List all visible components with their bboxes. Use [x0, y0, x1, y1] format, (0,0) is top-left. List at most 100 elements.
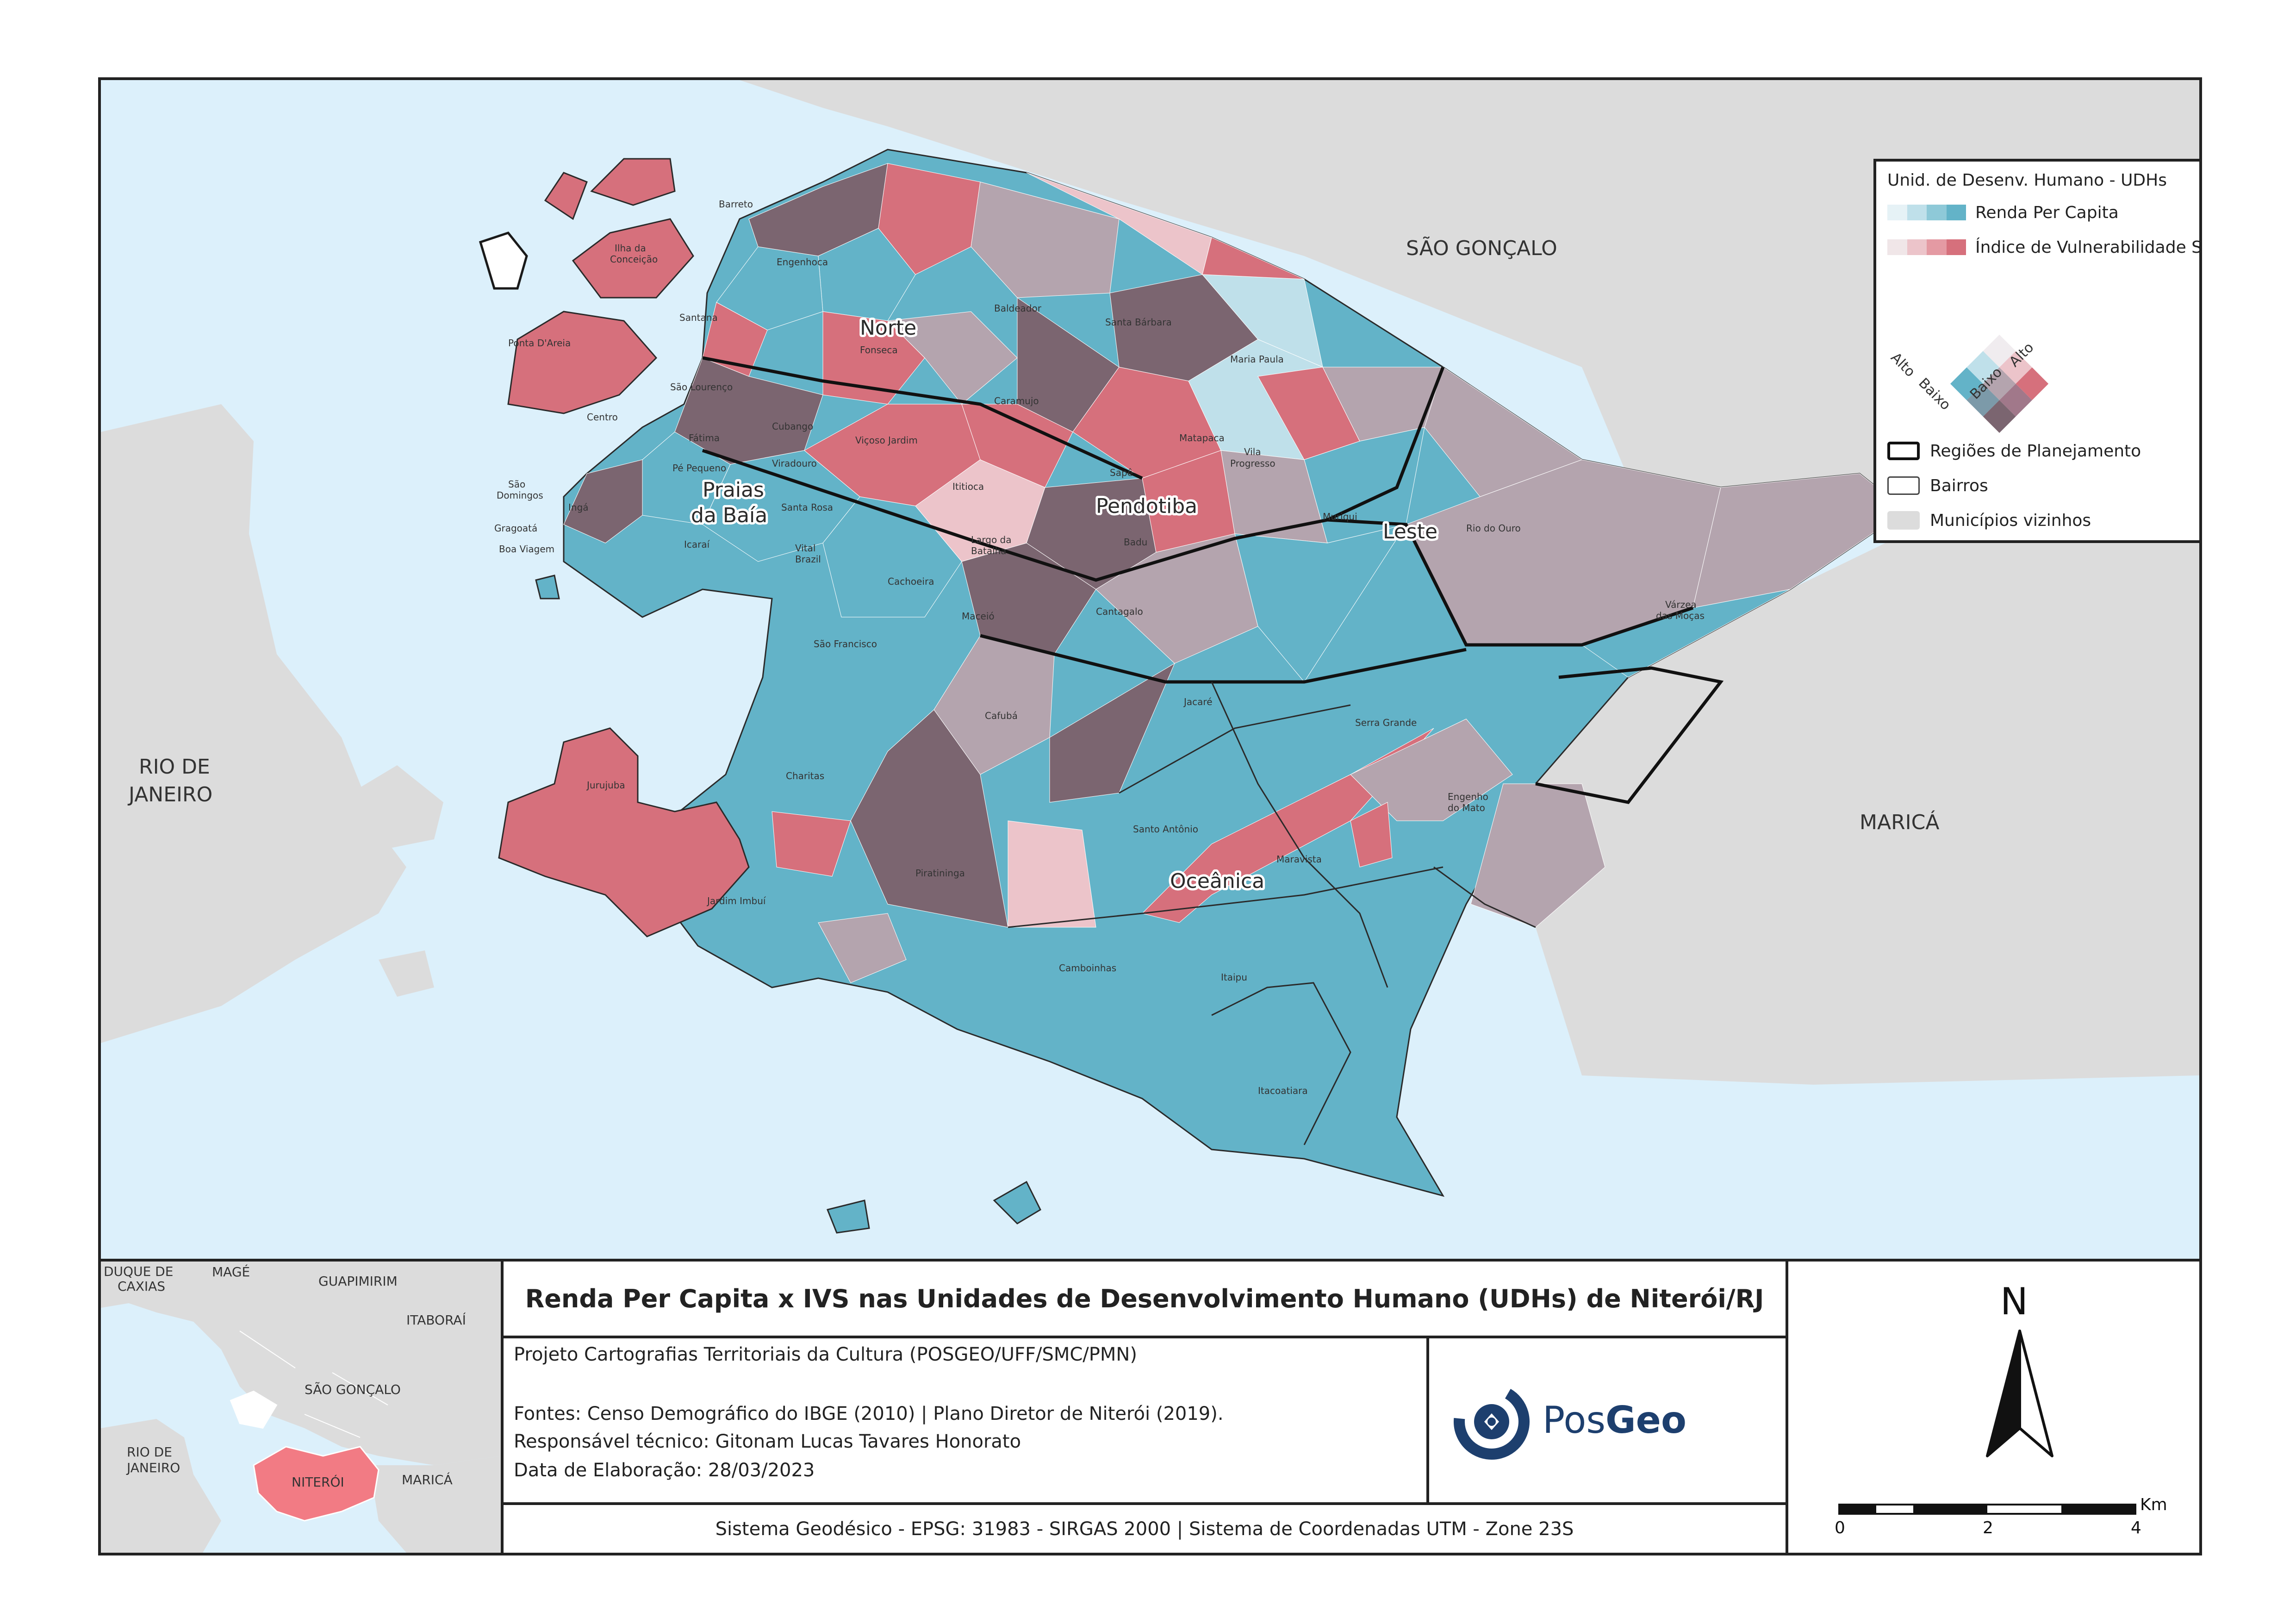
- bairro-gragoata: Gragoatá: [494, 523, 537, 534]
- logo-text-geo: Geo: [1605, 1399, 1686, 1442]
- legend-bairros-label: Bairros: [1930, 476, 1988, 495]
- metadata-panel: Projeto Cartografias Territoriais da Cul…: [504, 1338, 1429, 1505]
- scale-tick-0: 0: [1835, 1518, 1845, 1537]
- bairro-sao-domingos-1: São: [508, 479, 525, 490]
- bairro-cachoeira: Cachoeira: [888, 576, 934, 587]
- bairro-sao-domingos-2: Domingos: [497, 490, 543, 501]
- info-sources: Fontes: Censo Demográfico do IBGE (2010)…: [514, 1403, 1224, 1424]
- bairro-charitas: Charitas: [786, 770, 824, 781]
- label-region-norte: Norte: [860, 316, 916, 340]
- bairro-largo-1: Largo da: [971, 534, 1012, 545]
- bairro-sao-francisco: São Francisco: [814, 638, 877, 650]
- bairro-vital-brazil-1: Vital: [795, 543, 815, 554]
- renda-ramp-step: [1927, 205, 1947, 220]
- legend: Alto Baixo Baixo Alto Unid. de Desenv. H…: [1873, 159, 2199, 543]
- bairro-fatima: Fátima: [689, 432, 720, 443]
- bairro-jardim-imbui: Jardim Imbuí: [706, 895, 766, 906]
- bairro-engenho-2: do Mato: [1448, 802, 1485, 813]
- inset-mage: MAGÉ: [212, 1264, 250, 1280]
- jurujuba-peninsula: [498, 727, 750, 937]
- ivs-ramp: [1887, 239, 1966, 255]
- bairro-engenho-1: Engenho: [1448, 791, 1488, 802]
- legend-title: Unid. de Desenv. Humano - UDHs: [1887, 171, 2167, 190]
- bairro-cubango: Cubango: [772, 421, 813, 432]
- bairro-serra-grande: Serra Grande: [1355, 717, 1417, 728]
- small-islands: [535, 575, 1041, 1234]
- posgeo-logo[interactable]: PosGeo: [1429, 1338, 1786, 1505]
- inset-rio-1: RIO DE: [127, 1444, 172, 1460]
- bairro-ilha-1: Ilha da: [615, 243, 646, 254]
- bairro-muriqui: Muriqui: [1323, 511, 1357, 522]
- north-and-scale-panel: N Km 0 2 4: [1786, 1262, 2202, 1553]
- legend-municipios-label: Municípios vizinhos: [1930, 511, 2091, 530]
- layout-footer: DUQUE DE CAXIAS MAGÉ GUAPIMIRIM ITABORAÍ…: [98, 1262, 2202, 1555]
- bairro-centro: Centro: [587, 412, 618, 423]
- ivs-ramp-step: [1927, 239, 1947, 255]
- legend-ivs-row: Índice de Vulnerabilidade Social - IVS: [1887, 238, 2199, 257]
- inset-duque-1: DUQUE DE: [104, 1264, 174, 1279]
- bairro-badu: Badu: [1124, 537, 1147, 548]
- bairro-ilha-2: Conceição: [610, 254, 658, 265]
- renda-ramp-step: [1946, 205, 1966, 220]
- bairro-fonseca: Fonseca: [860, 344, 898, 356]
- posgeo-logo-icon: [1454, 1384, 1530, 1460]
- label-region-praias-1: Praias: [703, 478, 764, 502]
- bairro-matapaca: Matapaca: [1179, 432, 1225, 443]
- bairro-viradouro: Viradouro: [772, 458, 817, 469]
- bairro-maravista: Maravista: [1276, 854, 1322, 865]
- legend-graphics: Alto Baixo Baixo Alto: [1887, 334, 2049, 433]
- bairro-vila-2: Progresso: [1230, 458, 1276, 469]
- bairro-santa-rosa: Santa Rosa: [781, 502, 833, 513]
- bairro-pe-pequeno: Pé Pequeno: [672, 462, 726, 474]
- legend-municipios-row: Municípios vizinhos: [1887, 511, 2091, 530]
- ivs-ramp-step: [1907, 239, 1927, 255]
- axis-left-low: Baixo: [1915, 375, 1954, 413]
- ilha-outline: [479, 231, 528, 290]
- bairro-ponta-dareia: Ponta D'Areia: [508, 337, 571, 349]
- north-arrow-icon: [1986, 1330, 2053, 1457]
- label-rio-line1: RIO DE: [139, 755, 210, 779]
- map-frame[interactable]: SÃO GONÇALO RIO DE JANEIRO MARICÁ Norte …: [98, 77, 2202, 1262]
- inset-svg: [101, 1262, 501, 1553]
- scale-tick-4: 4: [2131, 1518, 2141, 1537]
- bairro-rio-do-ouro: Rio do Ouro: [1466, 523, 1521, 534]
- label-region-leste: Leste: [1383, 520, 1437, 543]
- bairro-boa-viagem: Boa Viagem: [499, 543, 554, 555]
- choropleth-map[interactable]: SÃO GONÇALO RIO DE JANEIRO MARICÁ Norte …: [101, 80, 2199, 1259]
- bairro-piratininga: Piratininga: [915, 868, 965, 879]
- label-marica: MARICÁ: [1860, 810, 1939, 834]
- ilha-conceicao: [572, 218, 694, 299]
- marica-land: [1512, 511, 2199, 1085]
- label-region-oceanica: Oceânica: [1170, 869, 1264, 893]
- posgeo-logo-text: PosGeo: [1543, 1399, 1686, 1442]
- bairro-cafuba: Cafubá: [985, 710, 1018, 721]
- inset-rio: RIO DE JANEIRO: [127, 1444, 180, 1476]
- bairro-borders: [1008, 681, 1536, 1145]
- bairro-varzea-2: das Moças: [1656, 610, 1705, 621]
- ponta-dareia: [507, 311, 658, 414]
- legend-regioes-label: Regiões de Planejamento: [1930, 441, 2141, 461]
- bairro-vicoso-jardim: Viçoso Jardim: [855, 435, 918, 446]
- regioes-swatch: [1887, 442, 1920, 460]
- bairros-swatch: [1887, 476, 1920, 495]
- bairro-jacare: Jacaré: [1183, 696, 1213, 707]
- inset-duque-2: CAXIAS: [118, 1279, 166, 1294]
- rio-islands: [351, 765, 443, 997]
- legend-renda-row: Renda Per Capita: [1887, 203, 2119, 222]
- locator-inset-map[interactable]: DUQUE DE CAXIAS MAGÉ GUAPIMIRIM ITABORAÍ…: [101, 1262, 504, 1553]
- bairro-varzea-1: Várzea: [1665, 599, 1697, 610]
- legend-bairros-row: Bairros: [1887, 476, 1988, 495]
- inset-guapimirim: GUAPIMIRIM: [318, 1274, 398, 1289]
- renda-ramp: [1887, 205, 1966, 220]
- bairro-labels: Barreto Engenhoca Ilha da Conceição Sant…: [494, 199, 1705, 1096]
- north-label: N: [2000, 1280, 2028, 1323]
- legend-renda-label: Renda Per Capita: [1975, 203, 2119, 222]
- coordinate-system: Sistema Geodésico - EPSG: 31983 - SIRGAS…: [715, 1518, 1574, 1540]
- scale-unit: Km: [2140, 1495, 2167, 1514]
- bairro-jurujuba: Jurujuba: [586, 780, 625, 791]
- bairro-barreto: Barreto: [719, 199, 753, 210]
- inset-niteroi: NITERÓI: [292, 1474, 344, 1490]
- inset-itaborai: ITABORAÍ: [406, 1312, 466, 1328]
- ivs-ramp-step: [1887, 239, 1907, 255]
- label-sao-goncalo: SÃO GONÇALO: [1406, 236, 1557, 260]
